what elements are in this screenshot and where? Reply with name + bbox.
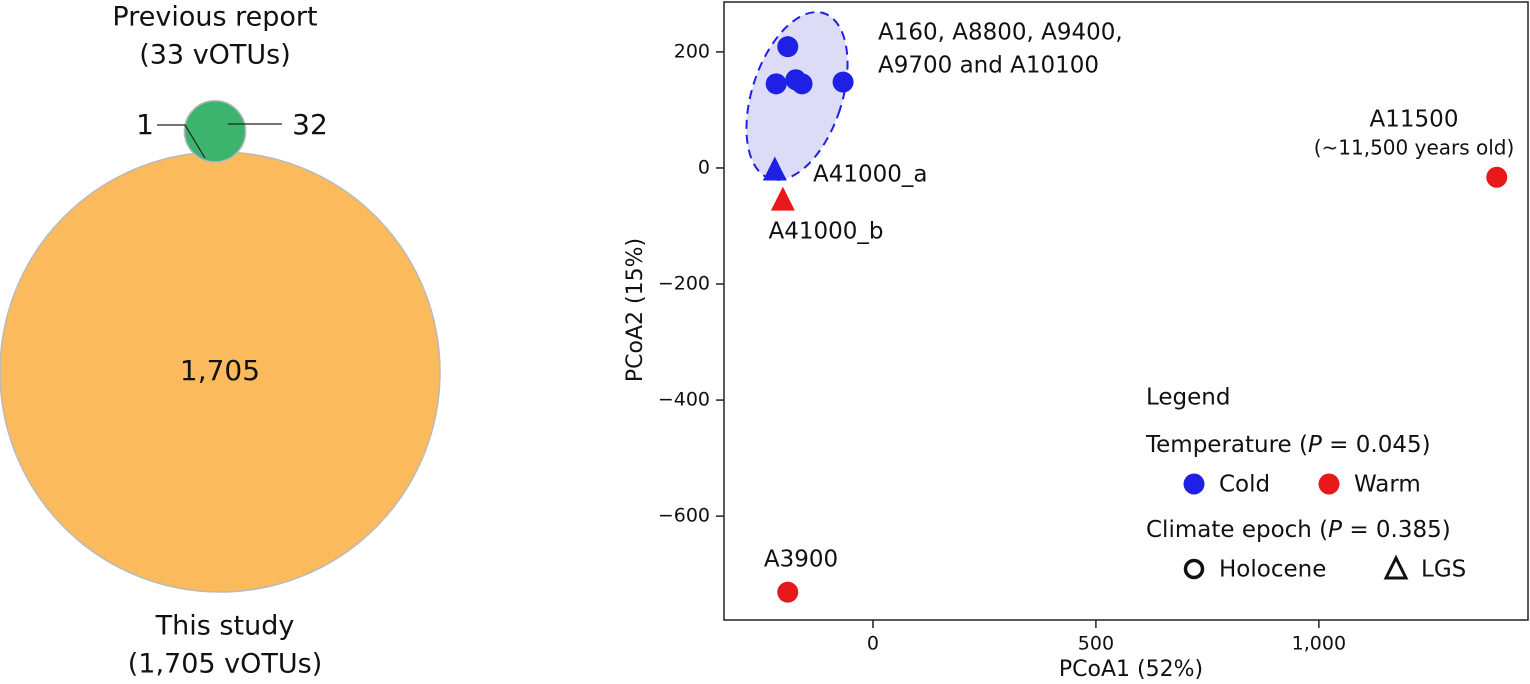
- legend-group-title: Temperature (P = 0.045): [1145, 432, 1431, 458]
- point: [1486, 166, 1508, 188]
- point: [777, 581, 799, 603]
- annotation: A9700 and A10100: [878, 53, 1099, 79]
- point: [762, 156, 787, 181]
- legend-marker: [1183, 473, 1205, 495]
- x-tick-label: 0: [867, 633, 879, 655]
- y-tick-label: 200: [674, 40, 710, 62]
- legend-marker: [1318, 473, 1340, 495]
- annotation: A3900: [764, 547, 838, 573]
- value-label: 1: [136, 108, 154, 141]
- y-axis-label: PCoA2 (15%): [623, 238, 648, 382]
- point: [791, 73, 813, 95]
- legend-label: Holocene: [1219, 557, 1326, 583]
- y-tick-label: −200: [658, 273, 710, 295]
- set-name: This study: [155, 611, 295, 642]
- legend-group-title-part: P: [1308, 432, 1322, 458]
- plot-frame: [723, 1, 1529, 621]
- annotation: A41000_a: [813, 162, 928, 188]
- legend-group-title-part: Climate epoch (: [1146, 517, 1328, 543]
- legend-group-title-part: P: [1328, 517, 1342, 543]
- value-label: 32: [292, 108, 328, 141]
- x-tick-label: 500: [1078, 633, 1114, 655]
- legend-group-title-part: = 0.385): [1342, 517, 1451, 543]
- legend-group-title-part: = 0.045): [1322, 432, 1431, 458]
- legend-label: Cold: [1219, 472, 1270, 498]
- venn-circle: [183, 100, 247, 163]
- legend-label: LGS: [1421, 557, 1466, 583]
- y-tick-label: −400: [658, 389, 710, 411]
- x-axis-label: PCoA1 (52%): [1059, 657, 1203, 682]
- annotation: (~11,500 years old): [1314, 136, 1515, 160]
- point: [777, 36, 799, 58]
- point: [770, 186, 795, 211]
- y-tick-label: 0: [698, 156, 710, 178]
- legend-marker: [1183, 558, 1205, 580]
- leader-line: [157, 124, 206, 159]
- legend-group-title-part: Temperature (: [1145, 432, 1308, 458]
- legend-group-title: Climate epoch (P = 0.385): [1146, 517, 1451, 543]
- point: [765, 73, 787, 95]
- value-label: 1,705: [180, 354, 260, 387]
- legend-label: Warm: [1354, 472, 1421, 498]
- set-size: (1,705 vOTUs): [128, 649, 323, 680]
- point: [832, 71, 854, 93]
- set-size: (33 vOTUs): [139, 40, 291, 71]
- set-name: Previous report: [112, 2, 317, 33]
- annotation: A160, A8800, A9400,: [878, 20, 1123, 46]
- legend-title: Legend: [1146, 385, 1231, 411]
- y-tick-label: −600: [658, 505, 710, 527]
- x-tick-label: 1,000: [1292, 633, 1346, 655]
- legend-marker: [1383, 554, 1409, 580]
- annotation: A11500: [1370, 107, 1459, 133]
- annotation: A41000_b: [769, 219, 884, 245]
